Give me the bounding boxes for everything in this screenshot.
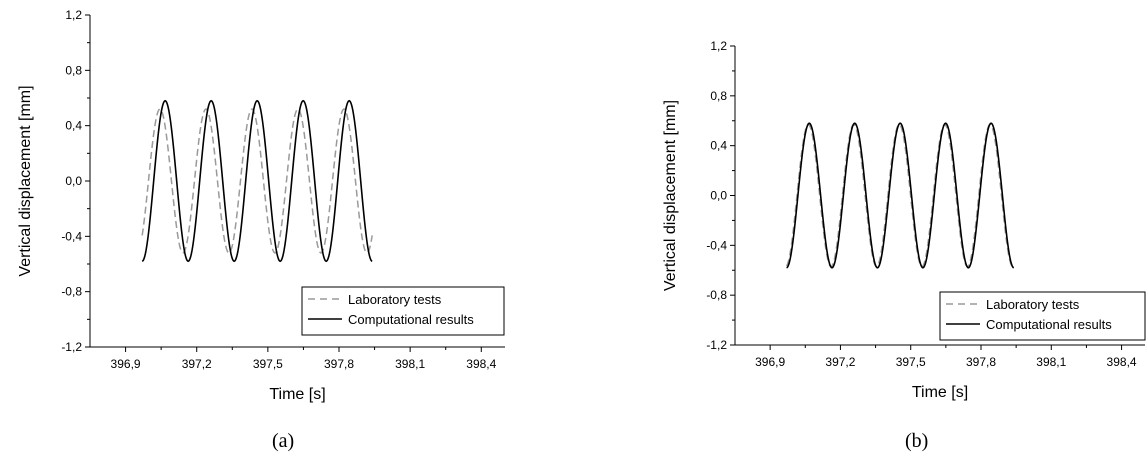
x-tick-label: 398,4 [466,357,496,371]
legend: Laboratory tests Computational results [939,291,1146,341]
x-axis-label: Time [s] [912,384,968,401]
x-tick-label: 397,8 [324,357,354,371]
y-tick-label: 1,2 [65,8,82,22]
y-axis-label: Vertical displacement [mm] [662,100,679,291]
legend-label: Computational results [348,312,474,327]
x-tick-label: 398,1 [1036,355,1066,369]
caption-b: (b) [905,430,929,452]
series-line-computational-results [141,99,373,263]
x-tick-label: 397,5 [896,355,926,369]
legend-box [301,286,505,336]
y-tick-label: 1,2 [710,39,727,53]
x-axis-label: Time [s] [269,386,325,403]
y-tick-label: 0,8 [710,89,727,103]
y-tick-label: -0,8 [706,288,727,302]
x-tick-label: 396,9 [111,357,141,371]
series-line-computational-results [786,122,1015,269]
legend-label: Laboratory tests [348,292,442,307]
x-tick-label: 397,2 [182,357,212,371]
x-tick-label: 397,2 [825,355,855,369]
y-tick-label: 0,0 [65,174,82,188]
plot-area [141,99,373,263]
legend-label: Computational results [986,317,1112,332]
y-tick-label: -1,2 [61,340,82,354]
x-tick-label: 398,4 [1107,355,1137,369]
y-tick-label: -0,8 [61,285,82,299]
x-tick-label: 397,5 [253,357,283,371]
plot-area [785,122,1015,269]
x-tick-label: 397,8 [966,355,996,369]
legend-box [939,291,1146,341]
y-tick-label: 0,4 [710,139,727,153]
y-tick-label: -1,2 [706,338,727,352]
y-tick-label: 0,0 [710,189,727,203]
chart-b: -1,2 -0,8 -0,4 0,0 0,4 0,8 1,2 396,9 397,2 397,5 3… [662,39,1146,401]
caption-a: (a) [272,430,295,452]
y-tick-label: -0,4 [61,229,82,243]
x-tick-label: 396,9 [755,355,785,369]
y-tick-label: 0,8 [65,63,82,77]
chart-a: -1,2 -0,8 -0,4 0,0 0,4 0,8 1,2 396,9 397,2 397,5 3… [17,8,505,403]
y-tick-label: 0,4 [65,119,82,133]
series-line-laboratory-tests [141,108,373,254]
x-tick-label: 398,1 [395,357,425,371]
y-axis-label: Vertical displacement [mm] [17,85,34,276]
series-line-laboratory-tests [785,123,1015,268]
legend: Laboratory tests Computational results [301,286,505,336]
legend-label: Laboratory tests [986,297,1080,312]
y-tick-label: -0,4 [706,238,727,252]
